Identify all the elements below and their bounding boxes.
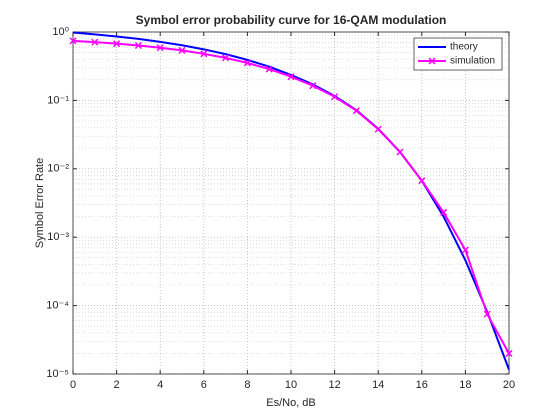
marker xyxy=(309,82,317,90)
marker xyxy=(243,59,251,67)
y-tick-label: 10⁻¹ xyxy=(47,94,69,106)
marker xyxy=(331,93,339,101)
legend-box xyxy=(413,37,503,71)
marker xyxy=(440,208,448,216)
x-tick-label: 18 xyxy=(459,379,471,391)
marker xyxy=(374,125,382,133)
marker xyxy=(222,54,230,62)
x-tick-label: 16 xyxy=(416,379,428,391)
y-tick-label: 10⁰ xyxy=(52,26,69,38)
marker xyxy=(265,65,273,73)
x-tick-label: 6 xyxy=(201,379,207,391)
marker xyxy=(396,148,404,156)
legend-label: simulation xyxy=(450,56,495,67)
axes-box xyxy=(72,31,510,375)
marker xyxy=(134,41,142,50)
y-axis-label: Symbol Error Rate xyxy=(34,158,46,248)
marker xyxy=(156,44,164,52)
marker xyxy=(287,73,295,81)
marker xyxy=(352,107,360,115)
chart-title: Symbol error probability curve for 16-QA… xyxy=(136,13,447,27)
x-tick-label: 10 xyxy=(285,379,297,391)
x-tick-label: 12 xyxy=(328,379,340,391)
y-tick-label: 10⁻⁴ xyxy=(46,300,69,312)
x-tick-label: 0 xyxy=(70,379,76,391)
x-tick-label: 20 xyxy=(503,379,515,391)
x-tick-label: 8 xyxy=(244,379,250,391)
legend-marker xyxy=(428,57,436,65)
marker xyxy=(91,38,99,46)
marker xyxy=(178,46,186,54)
marker xyxy=(505,349,513,357)
marker xyxy=(200,50,208,58)
x-tick-label: 4 xyxy=(157,379,163,391)
marker xyxy=(418,177,426,185)
x-tick-label: 2 xyxy=(114,379,120,391)
marker xyxy=(69,37,77,45)
line-theory xyxy=(72,31,510,370)
y-tick-label: 10⁻³ xyxy=(47,231,69,243)
y-tick-label: 10⁻⁵ xyxy=(46,368,69,380)
x-tick-label: 14 xyxy=(372,379,384,391)
marker xyxy=(113,40,121,48)
marker xyxy=(461,246,469,254)
marker xyxy=(483,310,491,318)
x-axis-label: Es/No, dB xyxy=(266,397,316,409)
legend-label: theory xyxy=(450,42,478,53)
y-tick-label: 10⁻² xyxy=(47,163,69,175)
